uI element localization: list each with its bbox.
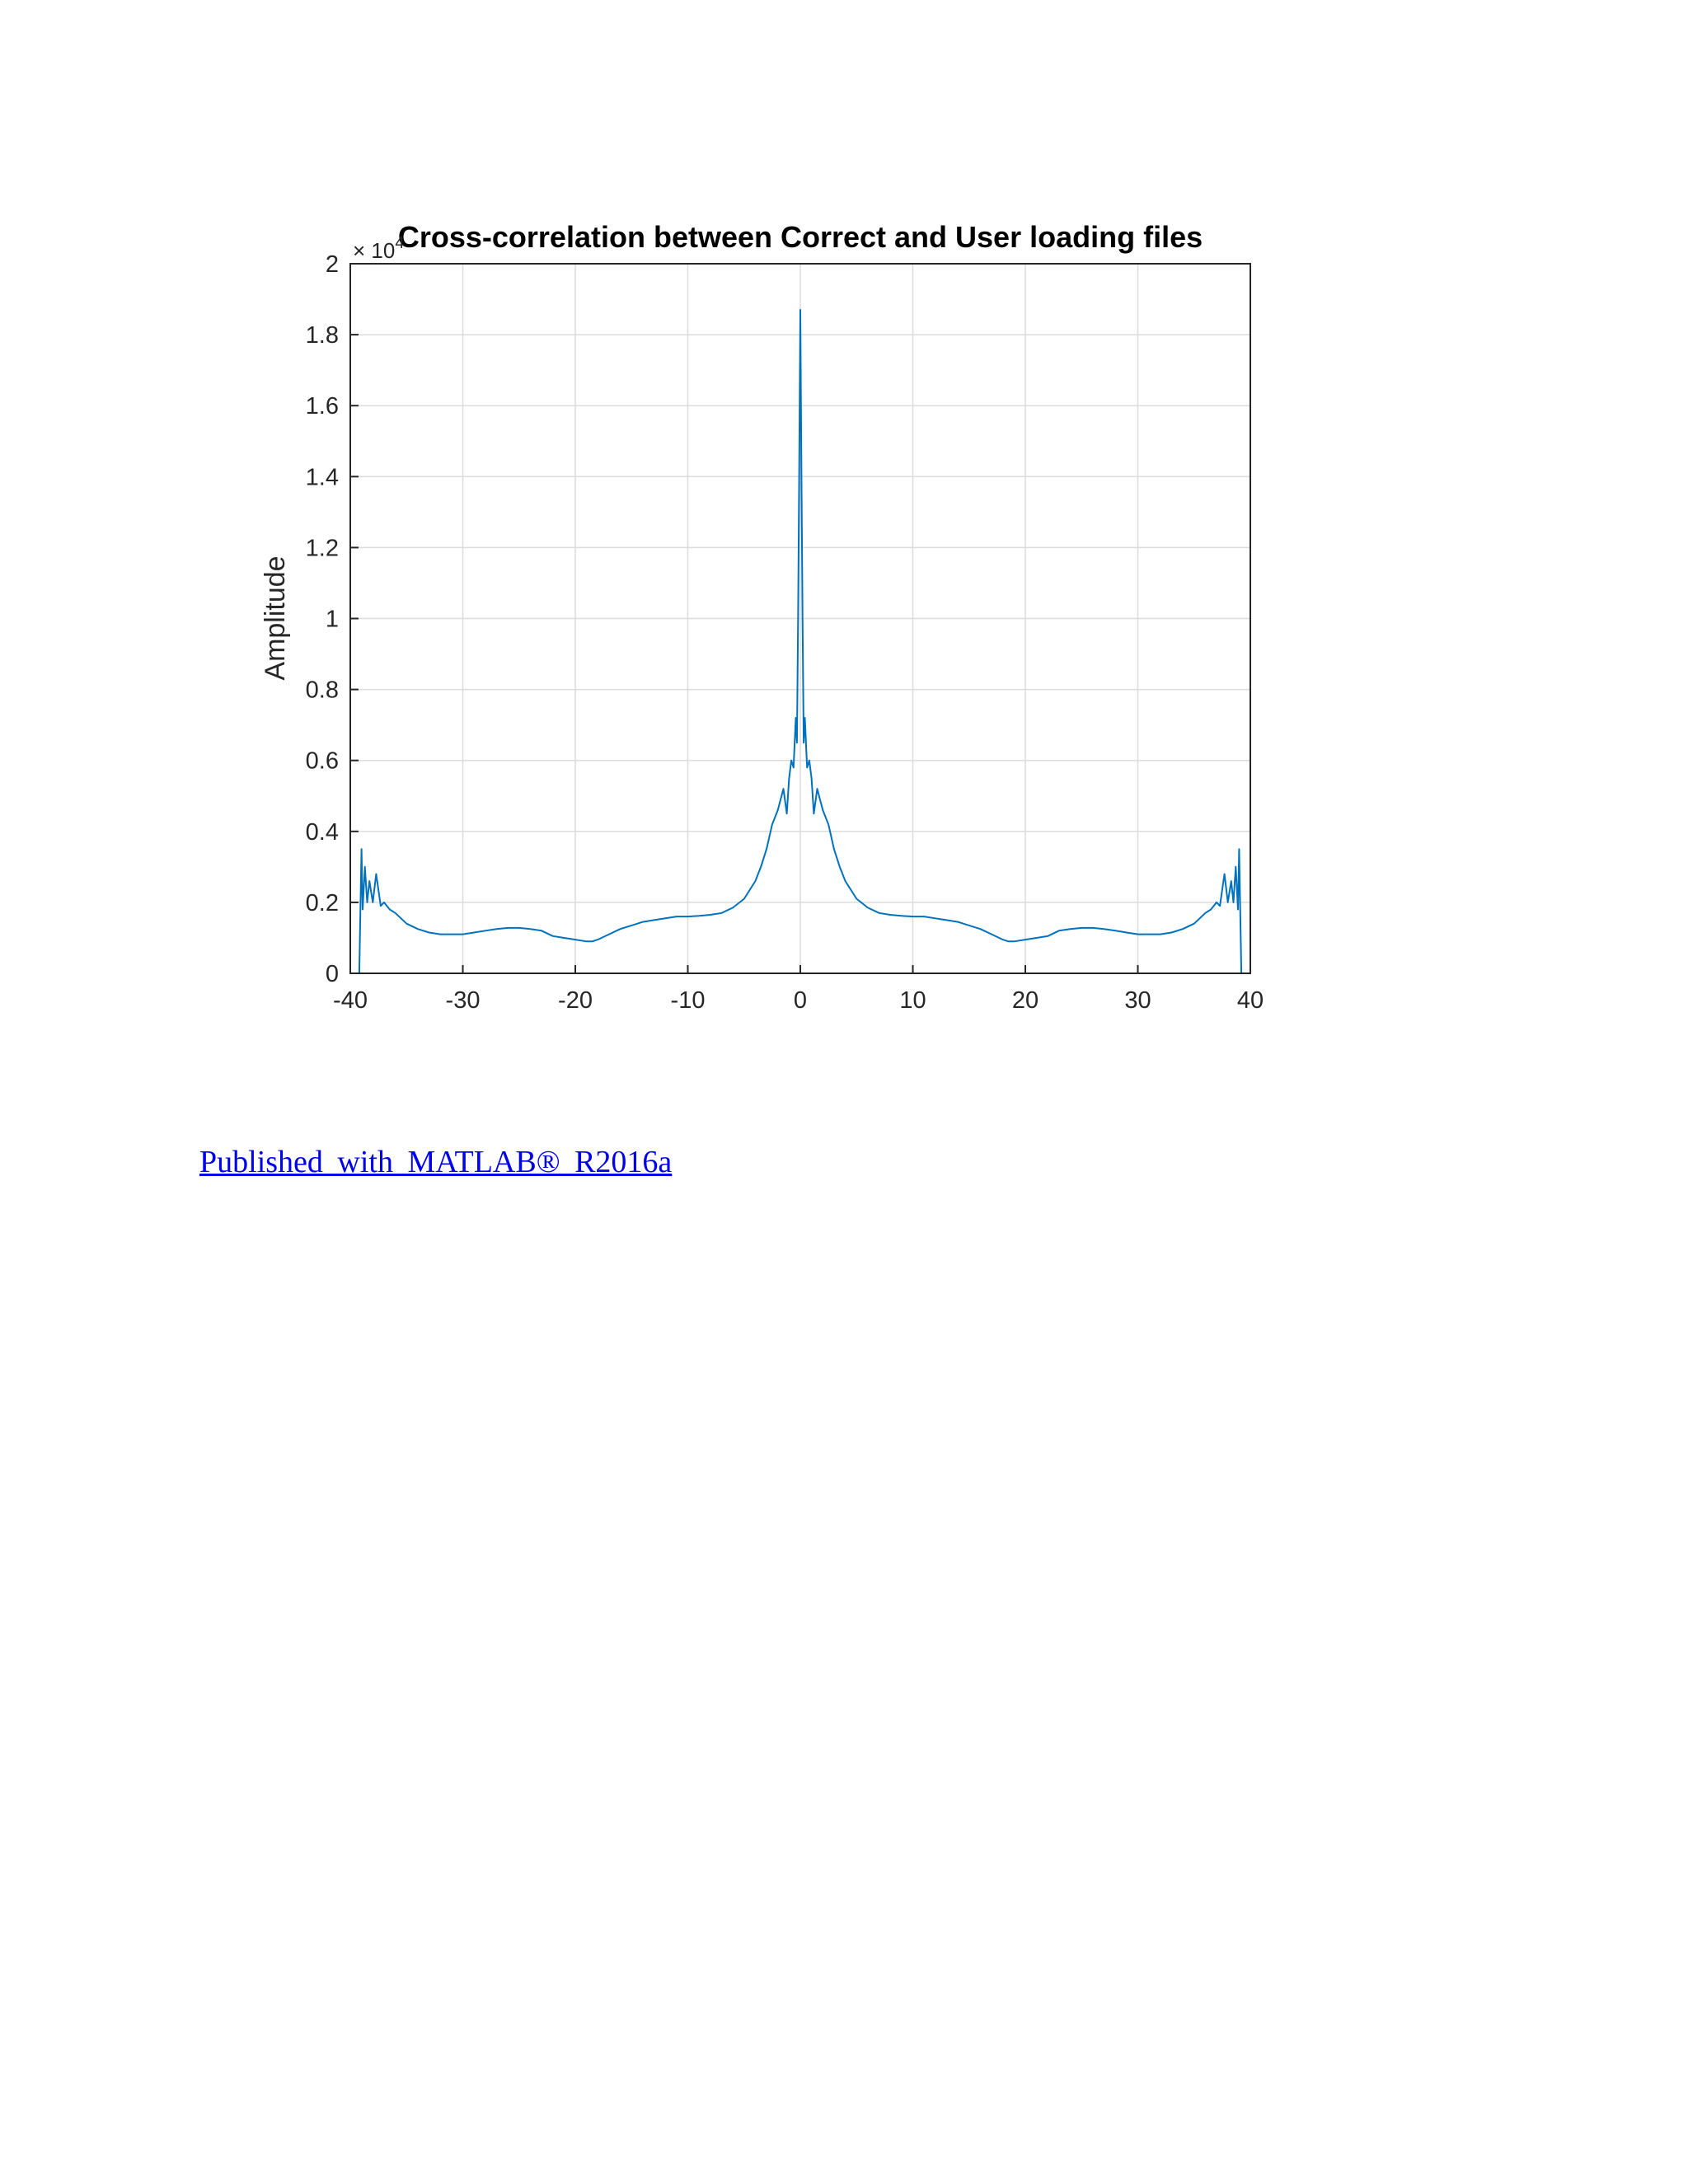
x-tick-label: 0: [794, 987, 807, 1014]
chart-title: Cross-correlation between Correct and Us…: [398, 220, 1203, 254]
series-line-layer: [358, 309, 1243, 974]
y-tick-label: 0.6: [306, 748, 339, 775]
y-axis-exponent: × 104: [353, 234, 404, 263]
y-tick-label: 1.2: [306, 535, 339, 561]
y-tick-label: 1.4: [306, 464, 339, 490]
x-tick-label: -10: [671, 987, 706, 1014]
chart-svg: -40 -30 -20 -10 0 10 20 30 40 0 0.2 0.4 0.6 0.8 1 1.2 1…: [260, 220, 1264, 1014]
y-tick-label: 1.8: [306, 322, 339, 349]
published-with-matlab-link[interactable]: Published with MATLAB® R2016a: [199, 1145, 673, 1179]
x-tick-label: 40: [1237, 987, 1264, 1014]
y-tick-label: 1: [326, 607, 339, 633]
y-axis-label: Amplitude: [260, 555, 291, 680]
chart-figure: -40 -30 -20 -10 0 10 20 30 40 0 0.2 0.4 0.6 0.8 1 1.2 1…: [0, 0, 1688, 1071]
x-tick-label: -40: [333, 987, 368, 1014]
series-line: [358, 309, 1243, 974]
x-tick-label: 20: [1012, 987, 1039, 1014]
y-tick-label: 0: [326, 961, 339, 987]
y-axis-exponent-power: 4: [395, 234, 404, 252]
y-tick-layer: 0 0.2 0.4 0.6 0.8 1 1.2 1.4 1.6 1.8 2: [306, 251, 359, 987]
y-tick-label: 0.2: [306, 890, 339, 916]
y-tick-label: 0.8: [306, 677, 339, 704]
x-tick-layer: -40 -30 -20 -10 0 10 20 30 40: [333, 965, 1264, 1014]
y-tick-label: 1.6: [306, 393, 339, 419]
x-tick-label: 30: [1124, 987, 1151, 1014]
x-tick-label: -20: [558, 987, 593, 1014]
y-tick-label: 2: [326, 251, 339, 278]
y-axis-exponent-base: × 10: [353, 238, 395, 263]
x-tick-label: -30: [446, 987, 481, 1014]
x-tick-label: 10: [899, 987, 926, 1014]
y-tick-label: 0.4: [306, 819, 339, 846]
